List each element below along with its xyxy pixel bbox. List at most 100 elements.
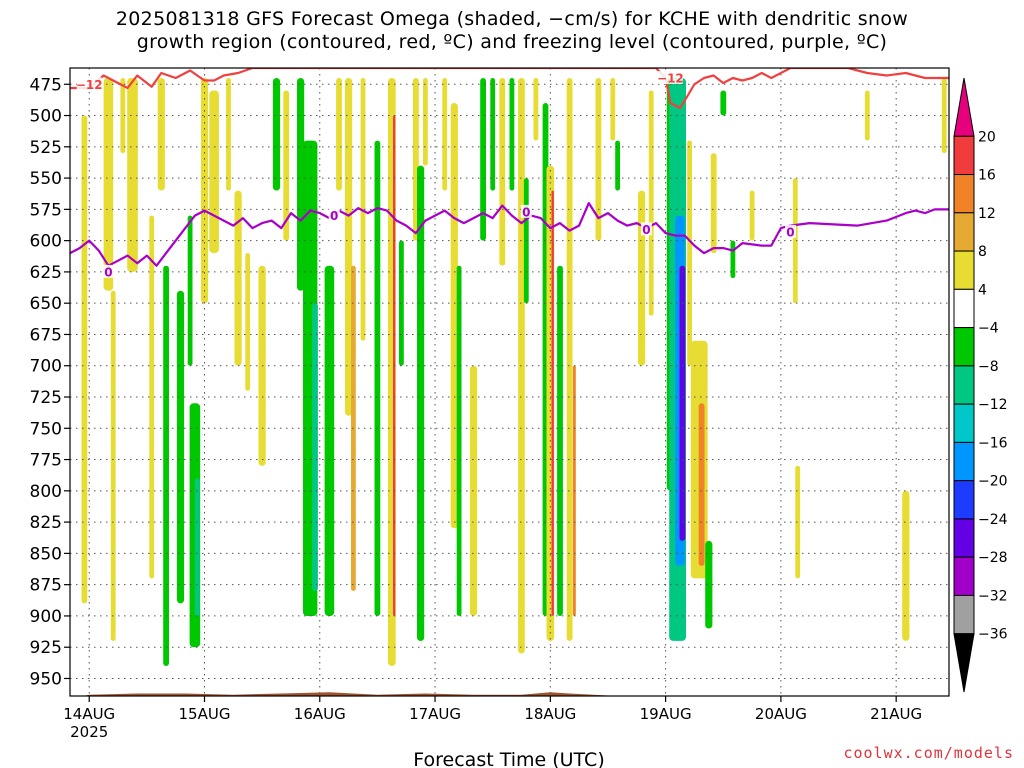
dgz-contour: −12 −12 <box>70 68 949 110</box>
colorbar-swatch <box>953 594 975 635</box>
omega-cell <box>283 90 290 241</box>
omega-cell <box>610 78 616 141</box>
x-tick-sublabel: 2025 <box>70 723 108 741</box>
colorbar-label: −28 <box>978 550 1008 566</box>
colorbar-swatch <box>953 518 975 558</box>
x-tick-label: 14AUG <box>63 705 115 723</box>
omega-cell <box>941 78 947 154</box>
colorbar-swatch <box>953 135 975 176</box>
colorbar-label: 12 <box>978 206 996 222</box>
y-axis: 475 500 525 550 575 600 625 650 675 700 725 750 775 8… <box>30 75 70 689</box>
colorbar-swatch <box>953 327 975 367</box>
freezing-contour-label-bg <box>640 222 652 236</box>
omega-cell <box>469 365 478 616</box>
omega-cell <box>705 540 713 629</box>
y-tick-label: 825 <box>30 513 62 533</box>
plot-frame <box>69 67 950 697</box>
x-tick-label: 19AUG <box>640 705 692 723</box>
colorbar-label: −8 <box>978 359 999 375</box>
freezing-contour-line <box>70 202 949 267</box>
omega-cell <box>163 265 169 666</box>
omega-cell <box>149 215 155 579</box>
omega-cell <box>187 215 193 366</box>
y-tick-label: 625 <box>30 263 62 283</box>
omega-cell <box>551 190 554 616</box>
omega-cell <box>499 78 506 266</box>
y-tick-label: 550 <box>30 169 62 189</box>
omega-cell <box>710 153 717 254</box>
omega-cell <box>442 78 448 191</box>
x-tick-label: 18AUG <box>524 705 576 723</box>
x-tick-label: 15AUG <box>179 705 231 723</box>
omega-cell <box>176 290 185 604</box>
omega-cell <box>490 78 496 191</box>
colorbar-bottom-arrow <box>953 633 975 693</box>
omega-cell <box>864 90 870 141</box>
omega-shading <box>81 78 947 666</box>
x-tick-label: 16AUG <box>294 705 346 723</box>
freezing-level-contour: 0 0 0 0 0 <box>70 202 949 279</box>
y-tick-label: 900 <box>30 607 62 627</box>
omega-cell <box>698 403 705 566</box>
y-tick-label: 950 <box>30 669 62 689</box>
omega-cell <box>110 290 116 641</box>
dgz-contour-label-bg <box>76 77 102 91</box>
omega-cell <box>480 78 486 241</box>
omega-cell <box>557 265 563 616</box>
colorbar-label: −4 <box>978 321 999 337</box>
terrain-fill <box>70 692 949 696</box>
colorbar-swatch <box>953 250 975 290</box>
omega-cell <box>336 78 342 191</box>
omega-cell <box>595 78 602 241</box>
omega-cell <box>345 78 353 416</box>
omega-cell <box>730 240 736 279</box>
freezing-contour-label: 0 <box>642 223 650 237</box>
y-tick-label: 575 <box>30 200 62 220</box>
omega-cell <box>615 140 620 191</box>
dgz-contour-label: −12 <box>76 78 103 92</box>
colorbar-swatch <box>953 365 975 405</box>
y-tick-label: 750 <box>30 419 62 439</box>
omega-cell <box>200 78 209 304</box>
omega-cell <box>324 265 335 616</box>
omega-cell <box>749 190 755 241</box>
colorbar-swatch <box>953 212 975 252</box>
omega-cell <box>194 478 200 616</box>
colorbar-label: −16 <box>978 435 1008 451</box>
dgz-contour-label-bg <box>657 71 683 85</box>
omega-cell <box>81 115 88 604</box>
colorbar-label: −12 <box>978 397 1008 413</box>
colorbar-swatch <box>953 174 975 214</box>
terrain <box>70 692 949 696</box>
omega-cell <box>312 303 318 591</box>
freezing-contour-label: 0 <box>786 225 794 239</box>
credit-text: coolwx.com/models <box>843 744 1014 762</box>
omega-cell <box>456 265 462 616</box>
colorbar-label: 20 <box>978 129 996 145</box>
colorbar-label: 8 <box>978 244 987 260</box>
colorbar-label: 16 <box>978 168 996 184</box>
dgz-contour-label: −12 <box>657 72 684 86</box>
freezing-contour-label-bg <box>328 208 340 222</box>
omega-cell <box>509 78 515 191</box>
colorbar: 20 16 12 8 4 −4 −8 −12 −16 −20 −24 −28 −32 −36 <box>953 77 1008 693</box>
omega-cell <box>720 90 727 116</box>
omega-cell <box>566 78 573 641</box>
colorbar-label: −24 <box>978 512 1008 528</box>
y-tick-label: 925 <box>30 638 62 658</box>
y-tick-label: 475 <box>30 75 62 95</box>
omega-cell <box>157 78 165 191</box>
colorbar-swatch <box>953 403 975 443</box>
omega-cell <box>245 253 251 391</box>
omega-cell <box>902 490 910 641</box>
omega-cell <box>450 103 458 529</box>
omega-cell <box>360 78 366 341</box>
omega-cell <box>226 78 231 191</box>
omega-cell <box>272 78 281 191</box>
chart-title-line-1: 2025081318 GFS Forecast Omega (shaded, −… <box>115 8 909 30</box>
colorbar-label: −20 <box>978 474 1008 490</box>
omega-cell <box>297 78 305 291</box>
